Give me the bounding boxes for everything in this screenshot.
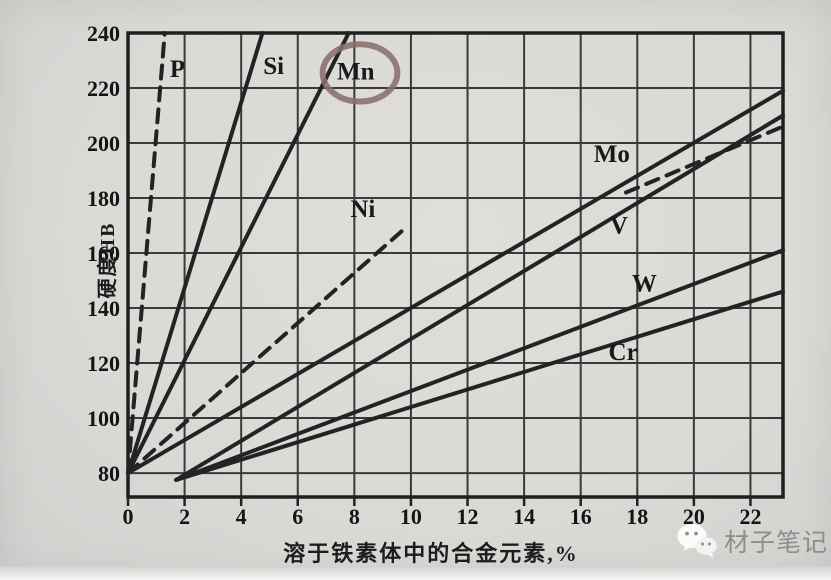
series-line-V [174, 113, 785, 482]
y-tick-label: 160 [87, 241, 120, 266]
x-tick-label: 16 [570, 504, 592, 529]
series-label-Cr: Cr [609, 339, 638, 366]
x-tick-label: 10 [400, 504, 422, 529]
series-line-Ni [623, 124, 785, 195]
series-line-Mn [126, 31, 351, 476]
x-axis-title: 溶于铁素体中的合金元素,% [283, 541, 579, 566]
y-tick-label: 180 [87, 186, 120, 211]
highlight-circle-mn [319, 41, 401, 105]
x-tick-label: 12 [457, 504, 479, 529]
series-line-Ni [126, 223, 411, 476]
series-label-Si: Si [263, 53, 284, 80]
series-label-Mo: Mo [594, 141, 630, 168]
series-label-Ni: Ni [350, 196, 375, 223]
x-tick-label: 0 [123, 504, 134, 529]
series-label-P: P [170, 56, 185, 83]
plot-frame [126, 31, 785, 499]
series-label-V: V [610, 213, 628, 240]
y-tick-label: 220 [87, 76, 120, 101]
x-tick-label: 18 [626, 504, 648, 529]
x-tick-label: 14 [513, 504, 535, 529]
series-label-W: W [632, 270, 657, 297]
y-axis-title: 硬度HB [96, 221, 119, 299]
watermark-text: 材子笔记 [724, 528, 829, 557]
y-tick-label: 80 [98, 461, 120, 486]
y-tick-label: 140 [87, 296, 120, 321]
x-tick-label: 4 [236, 504, 247, 529]
y-tick-label: 120 [87, 351, 120, 376]
x-tick-label: 6 [292, 504, 303, 529]
series-line-Cr [174, 289, 785, 482]
x-tick-label: 20 [683, 504, 705, 529]
watermark: 材子笔记 [676, 522, 828, 560]
series-line-W [174, 248, 785, 482]
y-tick-label: 240 [87, 21, 120, 46]
y-tick-label: 100 [87, 406, 120, 431]
series-line-Si [126, 31, 265, 476]
y-tick-label: 200 [87, 131, 120, 156]
series-line-P [126, 31, 167, 476]
wechat-icon [677, 524, 717, 558]
series-label-Mn: Mn [337, 59, 375, 86]
x-tick-label: 22 [739, 504, 761, 529]
x-tick-label: 2 [179, 504, 190, 529]
series-line-Mo [126, 88, 785, 476]
x-tick-label: 8 [349, 504, 360, 529]
